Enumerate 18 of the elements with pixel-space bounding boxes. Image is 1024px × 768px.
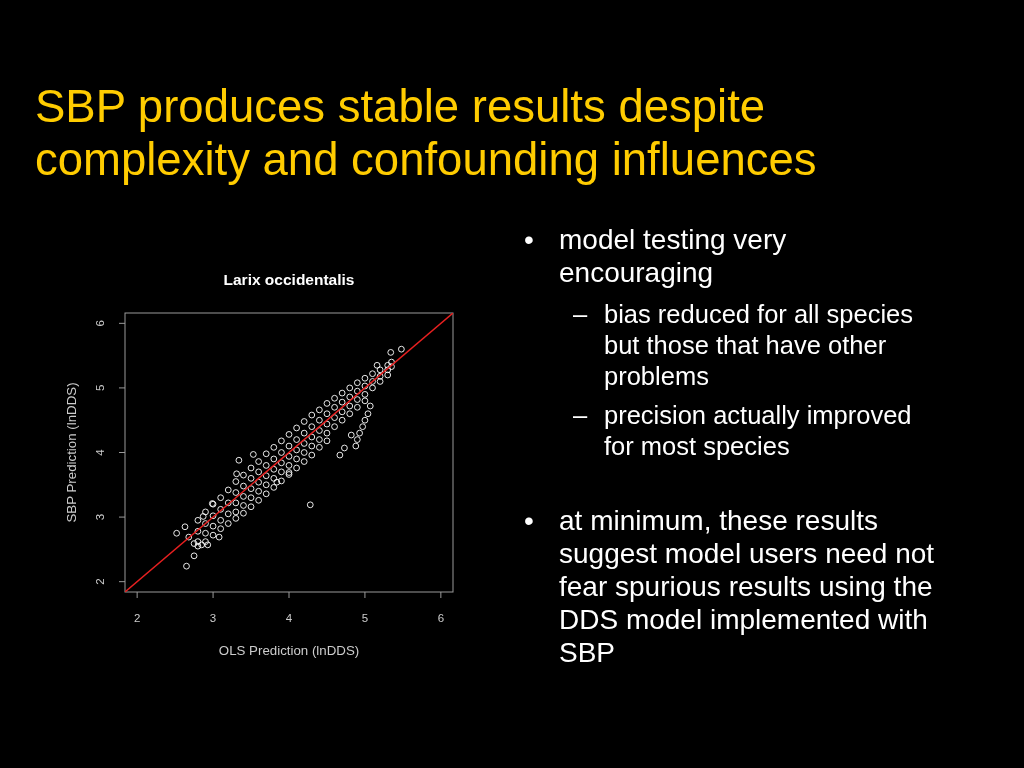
y-tick-label: 5 <box>94 384 106 392</box>
y-tick-label: 4 <box>94 448 106 456</box>
y-tick-label: 3 <box>94 513 106 521</box>
text: – precision actually improved for most species <box>573 401 912 460</box>
y-axis-title: SBP Prediction (lnDDS) <box>64 382 79 523</box>
text: • model testing very encouraging <box>524 224 787 288</box>
x-axis-title: OLS Prediction (lnDDS) <box>218 643 360 658</box>
chart-subtitle: Larix occidentalis <box>223 271 355 288</box>
text: – bias reduced for all species but those that have other problems <box>573 300 914 390</box>
x-tick-label: 3 <box>209 612 217 624</box>
x-tick-label: 5 <box>361 612 369 624</box>
x-tick-label: 6 <box>437 612 445 624</box>
x-tick-label: 2 <box>133 612 141 624</box>
x-tick-label: 4 <box>285 612 293 624</box>
text: • at minimum, these results suggest model users need not fear spurious results using the DDS model implemented with SBP <box>524 505 935 668</box>
y-tick-label: 2 <box>94 578 106 585</box>
y-tick-label: 6 <box>94 320 106 327</box>
chart-title: SBP produces stable results despite complexity and confounding influences <box>35 81 817 185</box>
